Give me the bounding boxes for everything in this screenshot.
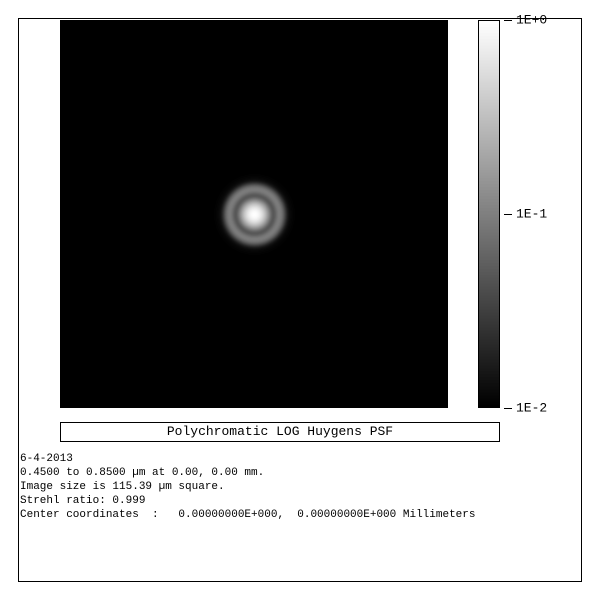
colorbar-tick-label: 1E-2 (516, 402, 547, 415)
colorbar (478, 20, 500, 408)
colorbar-tick-label: 1E+0 (516, 14, 547, 27)
colorbar-tick-label: 1E-1 (516, 208, 547, 221)
colorbar-tick (504, 20, 512, 21)
footer-block: 6-4-2013 0.4500 to 0.8500 µm at 0.00, 0.… (20, 452, 475, 522)
colorbar-gradient (479, 21, 499, 407)
colorbar-tick (504, 408, 512, 409)
plot-title: Polychromatic LOG Huygens PSF (60, 422, 500, 442)
plot-title-text: Polychromatic LOG Huygens PSF (167, 424, 393, 439)
psf-heatmap (61, 21, 447, 407)
psf-plot (60, 20, 448, 408)
colorbar-tick (504, 214, 512, 215)
